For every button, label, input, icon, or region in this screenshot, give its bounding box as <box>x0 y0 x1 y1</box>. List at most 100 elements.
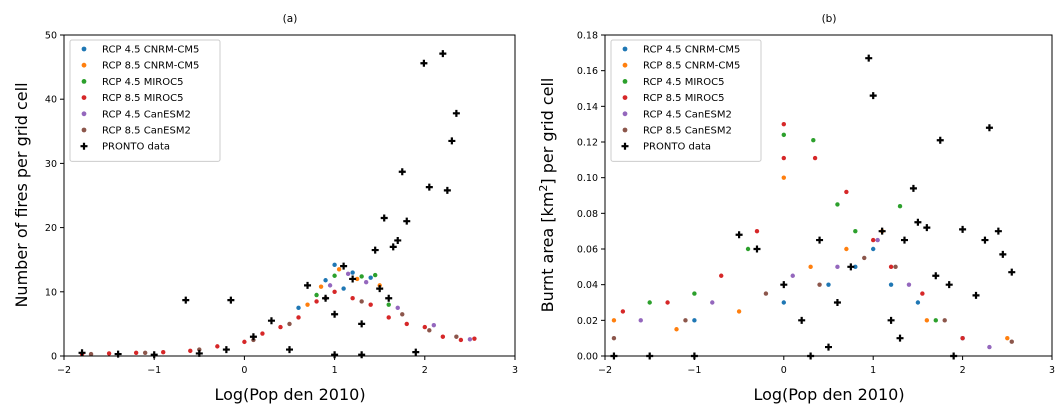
data-point-pronto <box>981 236 989 244</box>
data-point-pronto <box>371 246 379 254</box>
data-point-pronto <box>994 227 1002 235</box>
x-tick-label: 3 <box>512 365 518 376</box>
data-point-pronto <box>114 350 122 358</box>
y-tick-label: 0.00 <box>577 352 598 363</box>
data-point <box>871 237 876 243</box>
legend-label: RCP 8.5 MIROC5 <box>102 93 183 104</box>
legend-marker <box>621 142 629 150</box>
data-point <box>875 237 880 243</box>
x-tick-label: 0 <box>781 365 787 376</box>
data-point <box>142 350 148 355</box>
data-point <box>458 337 464 343</box>
data-point <box>960 335 965 341</box>
legend-marker <box>81 46 87 52</box>
data-point-pronto <box>385 294 393 302</box>
data-point <box>812 155 818 161</box>
data-point <box>296 315 301 320</box>
data-point-pronto <box>798 316 806 324</box>
legend-label: PRONTO data <box>102 142 170 153</box>
data-point <box>745 246 751 252</box>
legend-marker <box>622 79 628 84</box>
data-point-pronto <box>340 262 348 270</box>
data-point <box>835 202 840 207</box>
data-point <box>781 175 786 180</box>
data-point <box>395 305 400 311</box>
data-point <box>987 344 992 350</box>
data-point-pronto <box>878 227 886 235</box>
data-point <box>106 351 112 356</box>
data-point-pronto <box>914 218 922 226</box>
data-point <box>359 299 364 304</box>
data-point <box>386 302 391 307</box>
legend-label: RCP 8.5 MIROC5 <box>643 93 724 104</box>
panel-b-title: (b) <box>822 13 837 25</box>
panel-a-ylabel: Number of fires per grid cell <box>12 82 31 307</box>
panel-b-ylabel-main: Burnt area [km <box>538 192 557 313</box>
y-tick-label: 0.18 <box>577 31 598 42</box>
data-point-pronto <box>780 281 788 289</box>
data-point <box>933 318 938 323</box>
legend-marker <box>622 95 628 100</box>
panel-b-legend: RCP 4.5 CNRM-CM5 RCP 8.5 CNRM-CM5 RCP 4.5 … <box>610 39 762 162</box>
data-point <box>422 324 427 330</box>
data-point-pronto <box>1008 268 1016 276</box>
y-tick-label: 0 <box>51 352 57 363</box>
legend-marker <box>81 79 87 84</box>
data-point <box>336 267 342 272</box>
x-tick-label: 2 <box>960 365 966 376</box>
data-point <box>345 271 351 277</box>
data-point <box>242 339 247 345</box>
data-point <box>647 300 652 305</box>
data-point-pronto <box>227 296 235 304</box>
y-tick-label: 40 <box>45 95 57 106</box>
data-point-pronto <box>816 236 824 244</box>
y-tick-label: 30 <box>45 159 57 170</box>
data-point <box>305 302 310 307</box>
panel-a-frame <box>63 34 516 357</box>
data-point <box>893 264 898 270</box>
x-tick-label: −2 <box>57 365 71 376</box>
data-point <box>363 279 369 285</box>
panel-b-ylabel-tail: ] per grid cell <box>538 78 557 185</box>
data-point-pronto <box>322 294 330 302</box>
legend-label: PRONTO data <box>643 142 711 153</box>
legend-label: RCP 8.5 CNRM-CM5 <box>643 61 740 72</box>
legend-label: RCP 8.5 CanESM2 <box>102 126 191 137</box>
data-point <box>871 246 876 252</box>
data-point <box>710 300 715 305</box>
data-point <box>1009 339 1014 344</box>
data-point-pronto <box>448 137 456 145</box>
data-point <box>332 273 337 278</box>
data-point <box>853 228 858 234</box>
data-point <box>287 321 292 327</box>
x-tick-label: 1 <box>870 365 876 376</box>
legend-label: RCP 4.5 MIROC5 <box>643 77 724 88</box>
data-point <box>808 264 813 270</box>
legend-label: RCP 4.5 CanESM2 <box>102 109 191 120</box>
data-point-pronto <box>222 346 230 354</box>
data-point <box>915 300 921 305</box>
data-point-pronto <box>358 320 366 328</box>
data-point <box>888 264 894 270</box>
plot-b-area: −2 −1 0 1 2 3 0.00 0.02 0.04 0.06 0.08 0.10 0.12 0.14… <box>577 31 1055 377</box>
data-point <box>88 351 94 357</box>
data-point <box>781 121 786 127</box>
data-point-pronto <box>900 236 908 244</box>
data-point-pronto <box>923 224 931 232</box>
data-point <box>296 305 301 311</box>
data-point <box>314 299 319 304</box>
data-point <box>161 349 166 355</box>
data-point-pronto <box>735 231 743 239</box>
data-point <box>431 322 437 328</box>
data-point <box>906 282 912 287</box>
data-point <box>350 270 355 275</box>
data-point-pronto <box>936 136 944 144</box>
data-point <box>611 318 617 323</box>
data-point-pronto <box>78 349 86 357</box>
x-tick-label: −1 <box>687 365 701 376</box>
data-point <box>817 282 822 287</box>
y-tick-label: 0.06 <box>577 245 598 256</box>
data-point-pronto <box>443 186 451 194</box>
legend-marker <box>622 111 628 117</box>
data-point <box>215 344 220 349</box>
